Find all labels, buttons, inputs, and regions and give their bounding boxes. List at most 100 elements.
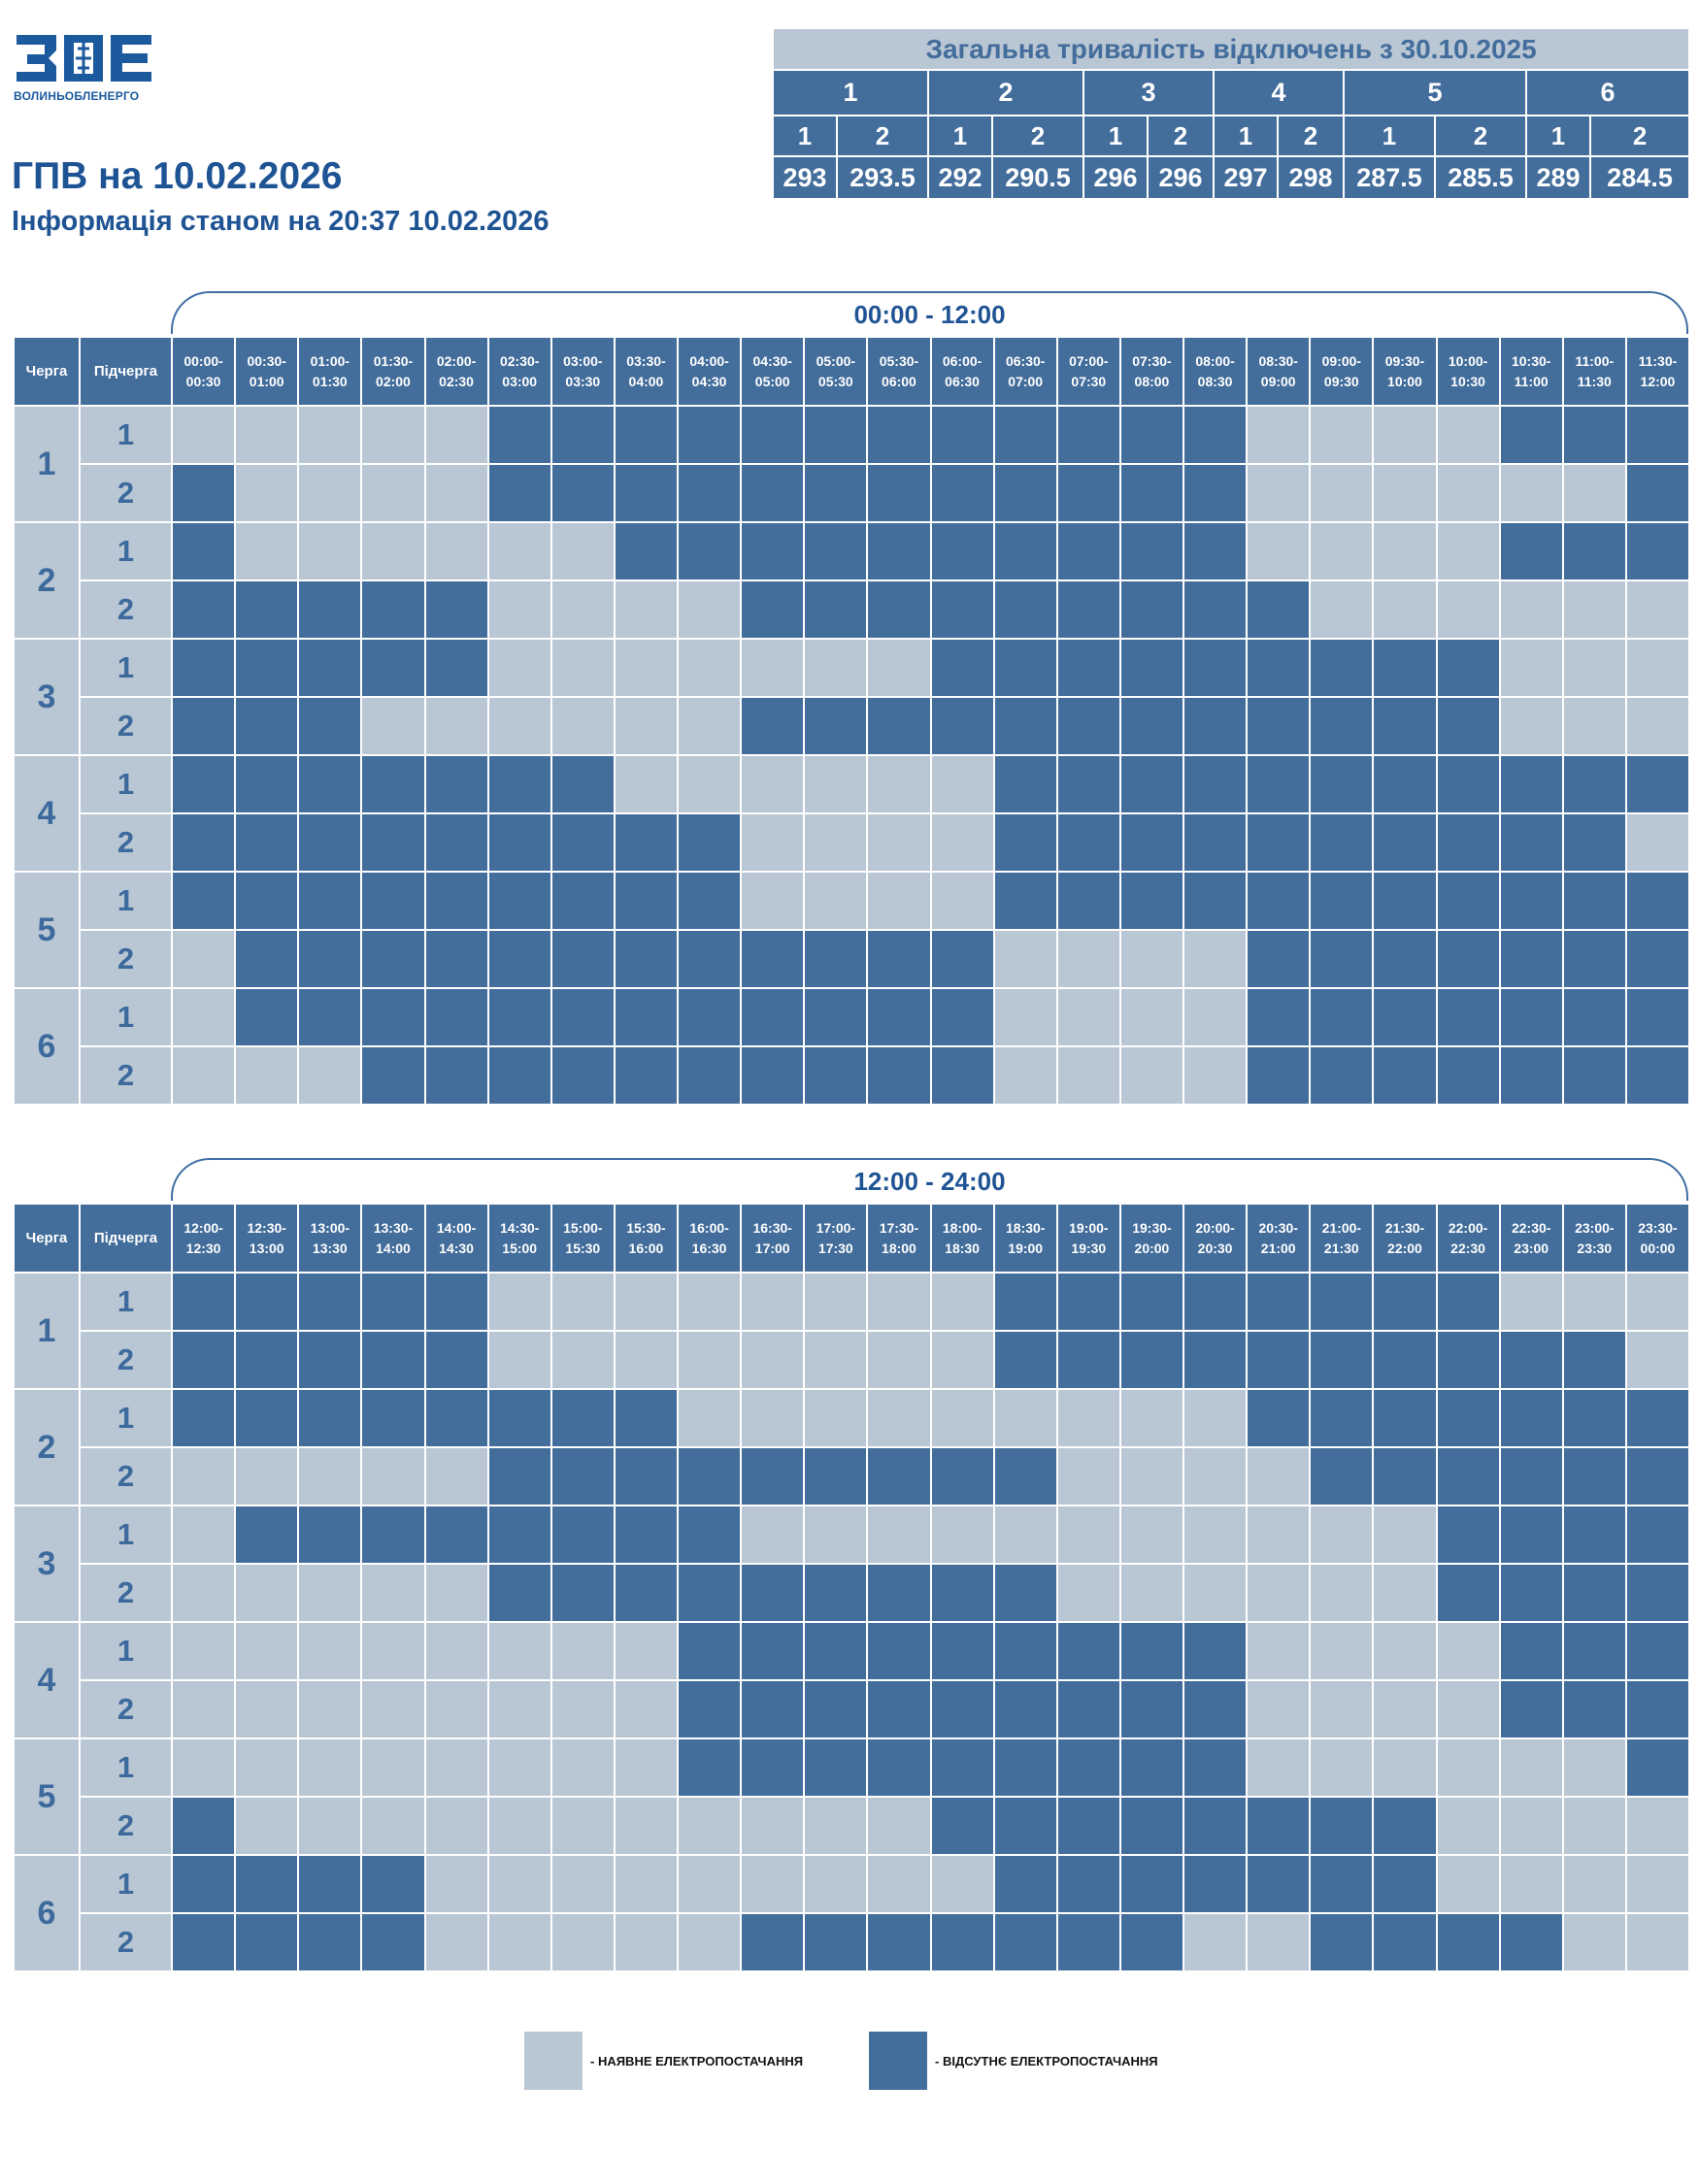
time-slot-header: 10:00- 10:30 <box>1435 336 1501 407</box>
slot-outage <box>1055 1796 1121 1856</box>
slot-outage <box>1435 638 1501 698</box>
summary-subgroup: 2 <box>1277 115 1345 157</box>
slot-outage <box>423 754 489 814</box>
slot-power-on <box>1624 1854 1691 1914</box>
slot-outage <box>170 696 237 756</box>
slot-power-on <box>929 1388 995 1448</box>
slot-power-on <box>297 405 363 465</box>
slot-outage <box>423 871 489 931</box>
slot-outage <box>1498 1045 1564 1106</box>
slot-power-on <box>1624 1912 1691 1972</box>
slot-outage <box>613 405 680 465</box>
queue-number: 1 <box>13 1272 81 1390</box>
slot-power-on <box>1498 696 1564 756</box>
slot-outage <box>486 405 552 465</box>
time-slot-header: 12:00- 12:30 <box>170 1203 237 1274</box>
slot-outage <box>1309 1045 1375 1106</box>
slot-power-on <box>423 1563 489 1623</box>
slot-outage <box>550 987 616 1047</box>
slot-outage <box>486 1505 552 1565</box>
slot-outage <box>1372 1272 1438 1332</box>
slot-outage <box>676 463 743 523</box>
slot-outage <box>234 1854 300 1914</box>
logo-caption: ВОЛИНЬОБЛЕНЕРГО <box>14 89 140 103</box>
summary-value: 293 <box>772 155 838 200</box>
slot-outage <box>360 1912 426 1972</box>
slot-outage <box>1246 579 1312 640</box>
slot-outage <box>1498 1446 1564 1506</box>
slot-outage <box>234 1272 300 1332</box>
queue-number: 6 <box>13 987 81 1106</box>
time-slot-header: 11:30- 12:00 <box>1624 336 1691 407</box>
slot-power-on <box>1561 1912 1627 1972</box>
slot-power-on <box>1118 1388 1185 1448</box>
summary-subgroup: 1 <box>1083 115 1149 157</box>
time-slot-header: 00:00- 00:30 <box>170 336 237 407</box>
slot-outage <box>1624 1679 1691 1739</box>
slot-power-on <box>1118 1563 1185 1623</box>
slot-outage <box>992 871 1058 931</box>
slot-power-on <box>360 1737 426 1798</box>
slot-outage <box>929 463 995 523</box>
slot-outage <box>740 1737 806 1798</box>
slot-outage <box>803 1446 869 1506</box>
slot-power-on <box>234 1045 300 1106</box>
schedule-row: 2 <box>14 696 1691 756</box>
time-slot-header: 13:00- 13:30 <box>297 1203 363 1274</box>
slot-outage <box>929 1912 995 1972</box>
slot-outage <box>360 1272 426 1332</box>
slot-outage <box>676 1621 743 1681</box>
slot-outage <box>1561 1330 1627 1390</box>
subqueue-number: 2 <box>79 579 173 640</box>
slot-outage <box>1246 638 1312 698</box>
slot-outage <box>360 579 426 640</box>
slot-outage <box>1435 696 1501 756</box>
slot-power-on <box>234 1679 300 1739</box>
slot-power-on <box>170 1621 237 1681</box>
summary-subgroup: 2 <box>1434 115 1527 157</box>
slot-power-on <box>992 929 1058 989</box>
queue-number: 2 <box>13 1388 81 1506</box>
slot-outage <box>486 463 552 523</box>
slot-power-on <box>1055 929 1121 989</box>
slot-power-on <box>1561 1854 1627 1914</box>
slot-power-on <box>613 1737 680 1798</box>
slot-power-on <box>866 754 932 814</box>
slot-outage <box>1118 1854 1185 1914</box>
slot-power-on <box>423 521 489 581</box>
slot-outage <box>803 1621 869 1681</box>
slot-power-on <box>1372 1737 1438 1798</box>
slot-power-on <box>423 696 489 756</box>
slot-power-on <box>170 405 237 465</box>
slot-outage <box>486 812 552 873</box>
slot-outage <box>360 1505 426 1565</box>
slot-power-on <box>550 1912 616 1972</box>
slot-power-on <box>360 1796 426 1856</box>
summary-group-4: 4 <box>1213 69 1345 116</box>
schedule-row: 2 <box>14 1330 1691 1390</box>
slot-outage <box>1118 1330 1185 1390</box>
slot-outage <box>1309 1330 1375 1390</box>
slot-outage <box>486 929 552 989</box>
time-slot-header: 06:30- 07:00 <box>992 336 1058 407</box>
slot-outage <box>1498 1505 1564 1565</box>
slot-outage <box>1498 987 1564 1047</box>
legend-label-available: - НАЯВНЕ ЕЛЕКТРОПОСТАЧАННЯ <box>590 2053 804 2068</box>
slot-outage <box>1182 1272 1249 1332</box>
slot-power-on <box>1055 1388 1121 1448</box>
slot-outage <box>1435 1505 1501 1565</box>
time-slot-header: 08:30- 09:00 <box>1246 336 1312 407</box>
slot-outage <box>1246 754 1312 814</box>
slot-power-on <box>486 696 552 756</box>
slot-outage <box>297 871 363 931</box>
slot-power-on <box>1055 1563 1121 1623</box>
slot-power-on <box>992 1045 1058 1106</box>
slot-power-on <box>297 1446 363 1506</box>
slot-outage <box>929 1679 995 1739</box>
queue-number: 6 <box>13 1854 81 1972</box>
time-slot-header: 14:00- 14:30 <box>423 1203 489 1274</box>
slot-outage <box>740 1679 806 1739</box>
